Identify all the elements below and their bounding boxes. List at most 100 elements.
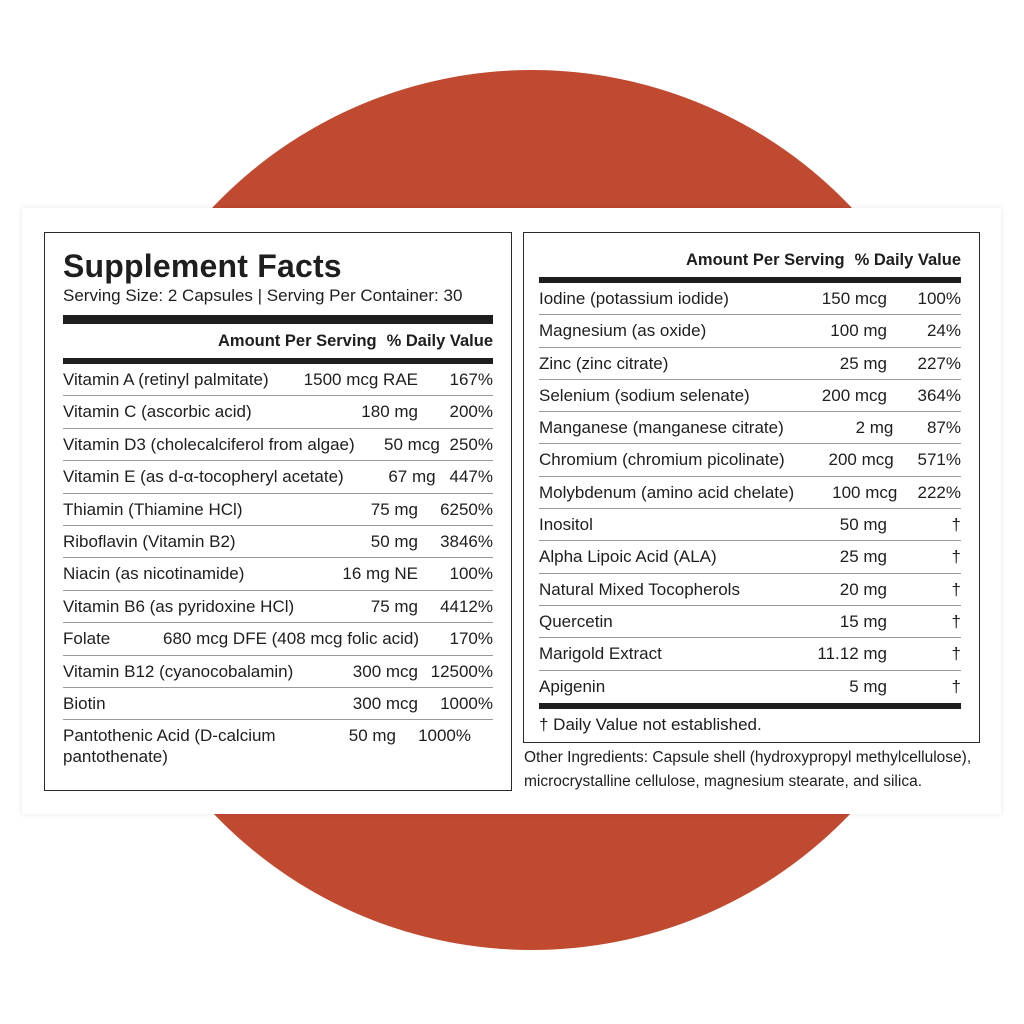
nutrient-dv: 6250% (440, 499, 493, 519)
nutrient-dv: 24% (926, 321, 961, 341)
column-header: Amount Per Serving % Daily Value (63, 324, 493, 358)
dv-header: % Daily Value (386, 331, 493, 350)
nutrient-dv: 1000% (418, 726, 471, 746)
table-row: Magnesium (as oxide) 100 mg 24% (539, 315, 961, 348)
nutrient-name: Apigenin (539, 676, 606, 696)
nutrient-dv: 200% (449, 402, 493, 422)
nutrient-dv: † (951, 547, 961, 567)
nutrient-amount: 300 mcg (352, 693, 418, 713)
nutrient-amount: 15 mg (839, 611, 887, 631)
nutrient-amount: 680 mcg DFE (408 mcg folic acid) (163, 629, 420, 649)
nutrient-dv: 364% (917, 385, 961, 405)
nutrient-amount: 200 mcg (821, 385, 887, 405)
nutrient-amount: 150 mcg (821, 289, 887, 308)
nutrient-amount: 75 mg (370, 499, 418, 519)
nutrient-amount: 300 mcg (352, 661, 418, 681)
nutrient-amount: 50 mg (370, 531, 418, 551)
nutrient-dv: 571% (917, 450, 961, 470)
table-row: Zinc (zinc citrate) 25 mg 227% (539, 348, 961, 380)
nutrient-amount: 11.12 mg (817, 644, 887, 664)
nutrient-dv: 4412% (440, 596, 493, 616)
nutrient-name: Vitamin C (ascorbic acid) (63, 402, 252, 422)
nutrient-amount: 50 mg (348, 726, 396, 746)
nutrient-name: Chromium (chromium picolinate) (539, 450, 785, 470)
nutrient-amount: 25 mg (839, 547, 887, 567)
nutrient-name: Inositol (539, 515, 593, 535)
table-row: Natural Mixed Tocopherols 20 mg † (539, 574, 961, 606)
nutrient-name: Vitamin B6 (as pyridoxine HCl) (63, 596, 295, 616)
supplement-facts-card: Supplement Facts Serving Size: 2 Capsule… (22, 208, 1001, 814)
table-row: Vitamin B6 (as pyridoxine HCl) 75 mg 4412% (63, 591, 493, 624)
nutrient-dv: 170% (449, 629, 493, 649)
table-row: Iodine (potassium iodide) 150 mcg 100% (539, 283, 961, 316)
facts-panel-left: Supplement Facts Serving Size: 2 Capsule… (44, 232, 512, 791)
table-row: Manganese (manganese citrate) 2 mg 87% (539, 412, 961, 445)
nutrient-name: Biotin (63, 693, 106, 713)
column-header: Amount Per Serving % Daily Value (539, 243, 961, 277)
table-row: Pantothenic Acid (D-calcium pantothenate… (63, 720, 493, 772)
table-row: Riboflavin (Vitamin B2) 50 mg 3846% (63, 526, 493, 559)
nutrient-amount: 200 mcg (828, 450, 894, 470)
nutrient-dv: 1000% (440, 693, 493, 713)
table-row: Vitamin C (ascorbic acid) 180 mg 200% (63, 396, 493, 429)
nutrient-name: Riboflavin (Vitamin B2) (63, 531, 236, 551)
table-row: Marigold Extract 11.12 mg † (539, 638, 961, 671)
nutrient-dv: 12500% (430, 661, 493, 681)
nutrient-name: Marigold Extract (539, 644, 662, 664)
nutrient-dv: 447% (449, 467, 493, 487)
nutrient-dv: 87% (926, 418, 961, 438)
nutrient-dv: 3846% (440, 531, 493, 551)
nutrient-dv: 100% (449, 564, 493, 584)
nutrient-dv: † (951, 611, 961, 631)
amount-header: Amount Per Serving (685, 250, 845, 269)
table-row: Molybdenum (amino acid chelate) 100 mcg 22… (539, 477, 961, 510)
table-row: Inositol 50 mg † (539, 509, 961, 542)
nutrient-name: Pantothenic Acid (D-calcium pantothenate… (63, 726, 276, 767)
nutrient-amount: 100 mg (830, 321, 887, 341)
nutrient-name: Thiamin (Thiamine HCl) (63, 499, 243, 519)
nutrient-dv: † (951, 676, 961, 696)
table-row: Quercetin 15 mg † (539, 606, 961, 639)
table-row: Thiamin (Thiamine HCl) 75 mg 6250% (63, 494, 493, 526)
nutrient-name: Vitamin E (as d-α-tocopheryl acetate) (63, 467, 344, 487)
divider-thick (63, 315, 493, 324)
amount-header: Amount Per Serving (217, 331, 377, 350)
nutrient-amount: 1500 mcg RAE (303, 370, 418, 389)
table-row: Selenium (sodium selenate) 200 mcg 364% (539, 380, 961, 413)
nutrient-name: Vitamin A (retinyl palmitate) (63, 370, 269, 389)
nutrient-name: Molybdenum (amino acid chelate) (539, 482, 795, 502)
nutrient-dv: † (951, 515, 961, 535)
nutrient-name: Niacin (as nicotinamide) (63, 564, 245, 584)
table-row: Vitamin D3 (cholecalciferol from algae) 5… (63, 429, 493, 462)
nutrient-name: Selenium (sodium selenate) (539, 385, 750, 405)
table-row: Vitamin A (retinyl palmitate) 1500 mcg RA… (63, 364, 493, 397)
divider-medium (539, 702, 961, 709)
table-row: Alpha Lipoic Acid (ALA) 25 mg † (539, 541, 961, 574)
nutrient-amount: 20 mg (839, 579, 887, 599)
nutrient-amount: 75 mg (370, 596, 418, 616)
serving-info: Serving Size: 2 Capsules | Serving Per C… (63, 286, 463, 305)
nutrient-name: Zinc (zinc citrate) (539, 353, 669, 373)
divider-medium (63, 358, 493, 364)
nutrient-amount: 180 mg (361, 402, 418, 422)
nutrient-name: Vitamin D3 (cholecalciferol from algae) (63, 434, 355, 454)
nutrient-name: Quercetin (539, 611, 613, 631)
page-title: Supplement Facts (63, 248, 342, 284)
nutrient-dv: 100% (917, 289, 961, 308)
nutrient-amount: 67 mg (388, 467, 436, 487)
table-row: Apigenin 5 mg † (539, 671, 961, 703)
nutrient-amount: 25 mg (839, 353, 887, 373)
nutrient-amount: 5 mg (849, 676, 887, 696)
dagger-footnote: † Daily Value not established. (539, 714, 762, 734)
nutrient-amount: 50 mg (839, 515, 887, 535)
table-row: Vitamin E (as d-α-tocopheryl acetate) 67 … (63, 461, 493, 494)
nutrient-name: Natural Mixed Tocopherols (539, 579, 740, 599)
table-row: Niacin (as nicotinamide) 16 mg NE 100% (63, 558, 493, 591)
nutrient-name: Magnesium (as oxide) (539, 321, 707, 341)
nutrient-dv: 227% (917, 353, 961, 373)
table-row: Chromium (chromium picolinate) 200 mcg 571… (539, 444, 961, 477)
nutrient-name: Iodine (potassium iodide) (539, 289, 729, 308)
dv-header: % Daily Value (854, 250, 961, 269)
table-row: Vitamin B12 (cyanocobalamin) 300 mcg 12500… (63, 656, 493, 688)
nutrient-name: Alpha Lipoic Acid (ALA) (539, 547, 717, 567)
